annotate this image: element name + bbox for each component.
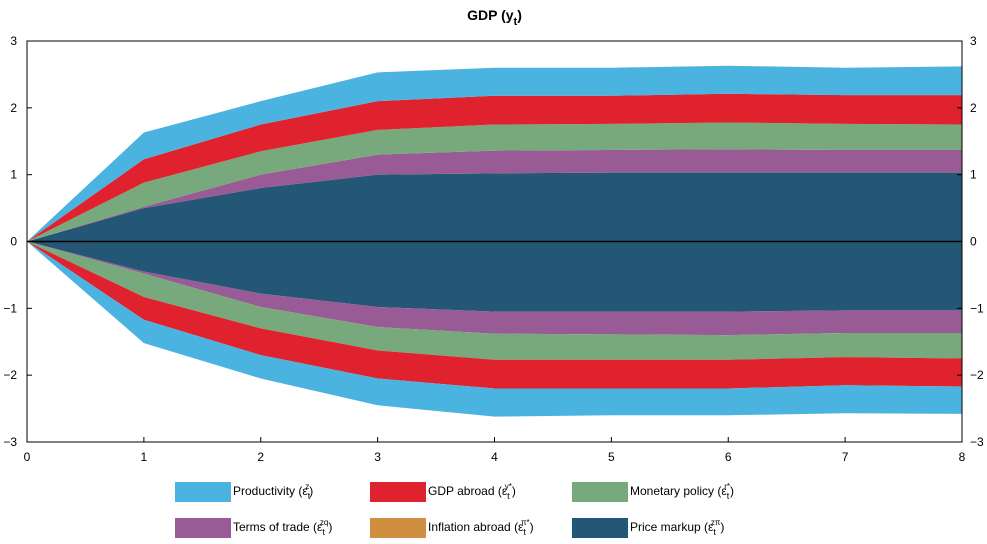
superscript: r* [724,482,730,491]
area-band [27,172,962,242]
subscript: t [523,527,526,537]
legend-swatch [370,518,426,538]
text-part: Monetary policy (ε [630,484,727,498]
text-part: ) [512,484,516,498]
subscript: t [713,527,716,537]
y-tick-label-right: −2 [970,368,984,382]
x-tick-label: 4 [491,450,498,464]
superscript: z [305,482,309,491]
x-tick-label: 8 [959,450,966,464]
text-part: Inflation abroad (ε [428,520,524,534]
y-tick-label: 0 [10,235,17,249]
area-band [27,241,962,360]
text-part: ) [517,7,522,23]
y-tick-label-right: 0 [970,235,977,249]
y-tick-label-right: −1 [970,301,984,315]
area-band [27,241,962,312]
subscript: t [507,491,510,501]
y-tick-label: −2 [3,368,17,382]
x-tick-label: 1 [141,450,148,464]
text-part: ) [730,484,734,498]
legend-swatch [175,518,231,538]
legend-swatch [572,482,628,502]
x-tick-label: 2 [257,450,264,464]
superscript: y* [505,482,512,491]
subscript: t [514,16,518,28]
area-band [27,241,962,389]
x-tick-label: 7 [842,450,849,464]
rich-text: GDP abroad (εty*) [428,482,516,501]
area-band [27,241,962,336]
y-tick-label: −3 [3,435,17,449]
x-tick-label: 0 [24,450,31,464]
superscript: zq [320,518,328,527]
legend-swatch [175,482,231,502]
area-band [27,65,962,242]
text-part: ) [530,520,534,534]
y-tick-label-right: 3 [970,34,977,48]
y-tick-label-right: −3 [970,435,984,449]
y-tick-label-right: 2 [970,101,977,115]
text-part: Price markup (ε [630,520,714,534]
subscript: t [322,527,325,537]
rich-text: GDP (yt) [467,7,522,28]
area-band [27,241,962,417]
y-tick-label: −1 [3,301,17,315]
x-tick-label: 6 [725,450,732,464]
subscript: t [727,491,730,501]
text-part: ) [720,520,724,534]
superscript: π* [521,518,530,527]
rich-text: Terms of trade (εtzq) [233,518,332,537]
text-part: Productivity (ε [233,484,308,498]
y-tick-label: 2 [10,101,17,115]
superscript: zπ [711,518,721,527]
y-tick-label: 1 [10,168,17,182]
rich-text: Productivity (εtz) [233,482,313,501]
rich-text: Inflation abroad (εtπ*) [428,518,534,537]
area-band [27,122,962,242]
x-tick-label: 3 [374,450,381,464]
text-part: GDP (y [467,7,514,23]
y-tick-label: 3 [10,34,17,48]
subscript: t [308,491,311,501]
rich-text: Price markup (εtzπ) [630,518,724,537]
legend-swatch [572,518,628,538]
area-band [27,149,962,242]
text-part: Terms of trade (ε [233,520,323,534]
text-part: GDP abroad (ε [428,484,508,498]
rich-text: Monetary policy (εtr*) [630,482,734,501]
text-part: ) [328,520,332,534]
legend-swatch [370,482,426,502]
text-part: ) [309,484,313,498]
y-tick-label-right: 1 [970,168,977,182]
area-band [27,93,962,242]
x-tick-label: 5 [608,450,615,464]
